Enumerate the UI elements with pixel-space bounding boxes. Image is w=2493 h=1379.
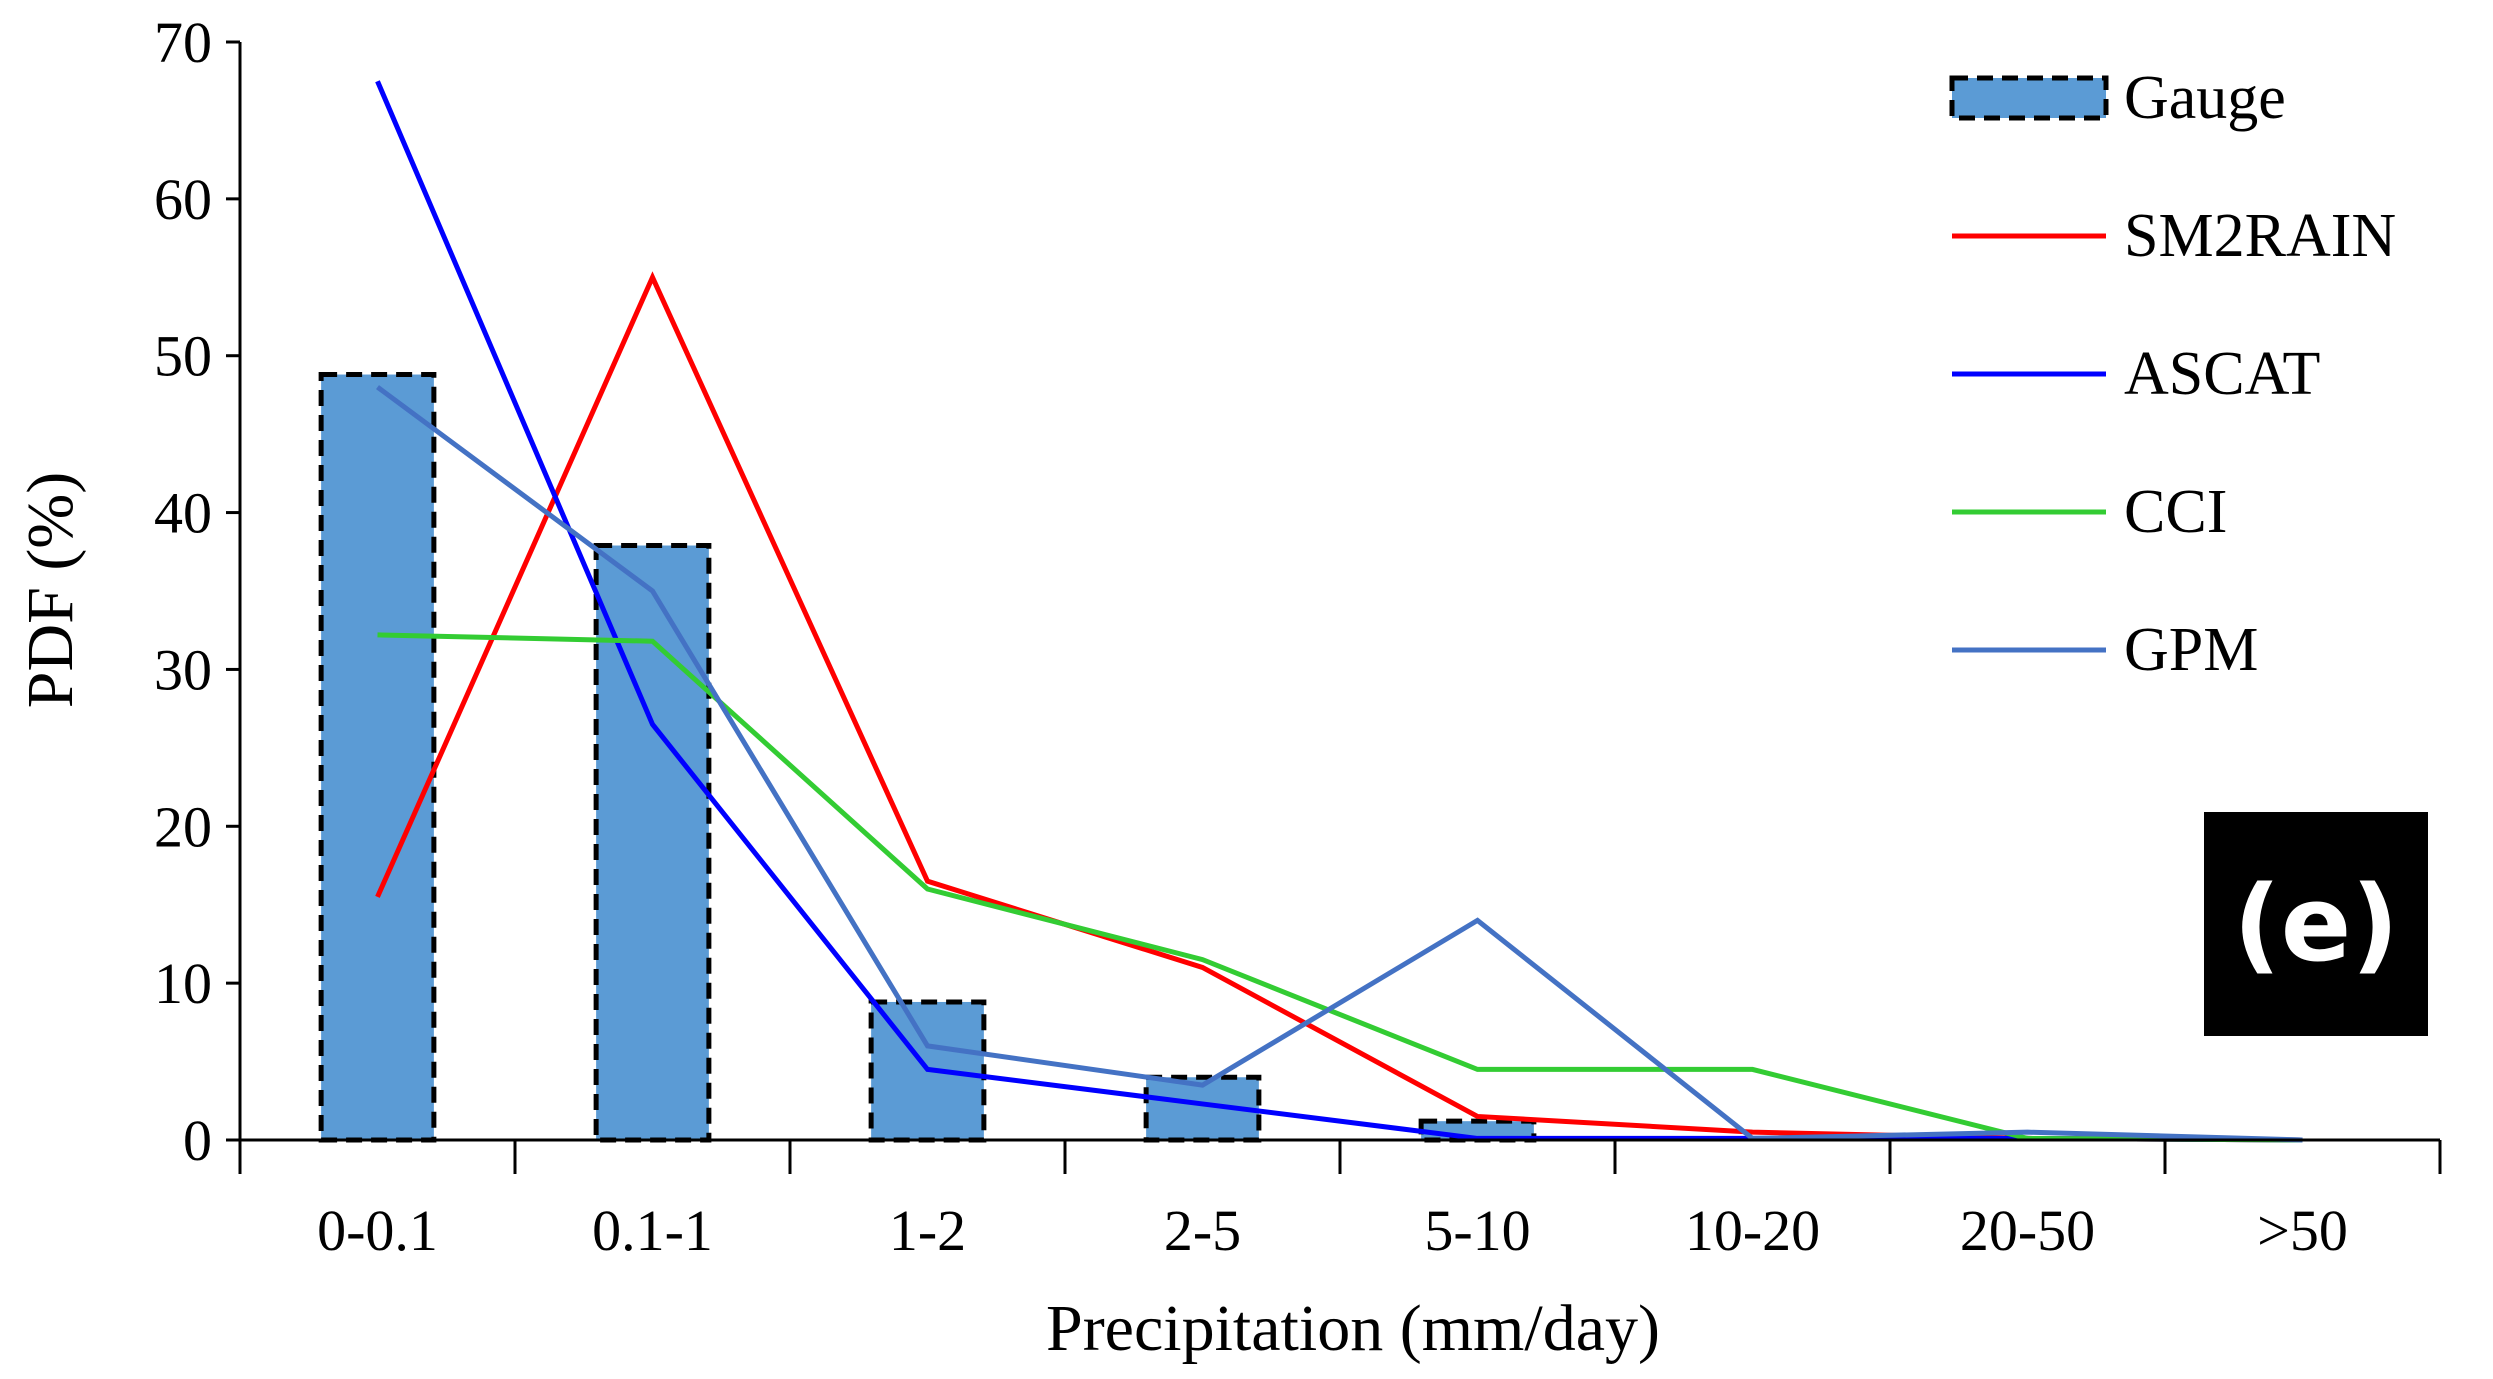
x-tick-label: 2-5 xyxy=(1164,1198,1241,1263)
x-axis-title: Precipitation (mm/day) xyxy=(1046,1292,1660,1365)
y-axis-title: PDF (%) xyxy=(14,472,87,709)
x-ticks: 0-0.1 0.1-1 1-2 2-5 5-10 10-20 20-50 >50 xyxy=(238,1140,2442,1263)
x-tick-label: 0-0.1 xyxy=(317,1198,438,1263)
x-tick-label: 0.1-1 xyxy=(592,1198,713,1263)
bars-layer xyxy=(318,372,1537,1143)
x-tick-label: 5-10 xyxy=(1424,1198,1530,1263)
x-tick-label: 10-20 xyxy=(1685,1198,1820,1263)
y-tick-label: 70 xyxy=(154,10,212,75)
legend-label-gpm: GPM xyxy=(2124,616,2258,684)
legend-label-gauge: Gauge xyxy=(2124,64,2286,132)
x-tick-label: 20-50 xyxy=(1960,1198,2095,1263)
bar-gauge xyxy=(318,372,437,1143)
y-tick-label: 60 xyxy=(154,167,212,232)
legend-label-sm2rain: SM2RAIN xyxy=(2124,202,2396,270)
bar-gauge xyxy=(593,543,712,1143)
y-tick-label: 20 xyxy=(154,794,212,859)
panel-label-box xyxy=(2204,812,2428,1036)
y-tick-label: 0 xyxy=(183,1108,212,1173)
x-tick-label: >50 xyxy=(2257,1198,2348,1263)
y-tick-label: 40 xyxy=(154,481,212,546)
legend-label-ascat: ASCAT xyxy=(2124,340,2320,408)
y-tick-label: 30 xyxy=(154,637,212,702)
y-tick-label: 10 xyxy=(154,951,212,1016)
series-line-cci xyxy=(377,632,2303,1143)
y-tick-label: 50 xyxy=(154,324,212,389)
series-line-ascat xyxy=(375,80,2303,1143)
lines-layer xyxy=(375,80,2303,1143)
legend-label-cci: CCI xyxy=(2124,478,2227,546)
legend: Gauge SM2RAIN ASCAT CCI GPM xyxy=(1949,64,2396,684)
series-line-gpm xyxy=(376,385,2303,1143)
x-tick-label: 1-2 xyxy=(889,1198,966,1263)
y-ticks: 0 10 20 30 40 50 60 70 xyxy=(154,10,240,1173)
panel-label: (e) xyxy=(2233,863,2399,985)
legend-swatch-gauge xyxy=(1949,75,2109,121)
